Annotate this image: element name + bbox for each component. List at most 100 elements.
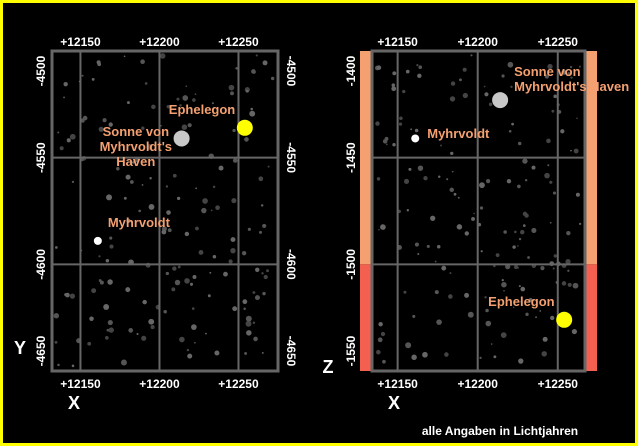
background-star	[567, 269, 570, 272]
background-star	[148, 204, 155, 210]
background-star	[181, 124, 188, 130]
background-star	[378, 321, 383, 327]
star	[556, 311, 573, 328]
background-star	[547, 88, 550, 92]
background-star	[392, 143, 396, 147]
background-star	[450, 81, 456, 86]
background-star	[174, 279, 181, 286]
background-star	[527, 256, 530, 259]
background-star	[120, 359, 127, 366]
y-tick-label: -4550	[284, 142, 298, 173]
background-star	[488, 102, 493, 107]
x-axis-label: X	[68, 393, 80, 413]
background-star	[205, 332, 207, 335]
background-star	[440, 144, 443, 147]
background-star	[484, 296, 487, 299]
background-star	[403, 290, 407, 294]
x-tick-label: +12200	[458, 35, 499, 49]
background-star	[438, 175, 441, 179]
band-dark	[586, 264, 597, 371]
background-star	[511, 122, 515, 126]
background-star	[255, 54, 258, 57]
star-label: Sonne von Myhrvoldt's Haven	[514, 64, 630, 95]
background-star	[244, 137, 249, 142]
background-star	[399, 116, 403, 121]
background-star	[215, 205, 220, 210]
background-star	[417, 165, 424, 171]
background-star	[553, 254, 557, 258]
background-star	[98, 279, 102, 282]
background-star	[241, 250, 247, 256]
background-star	[267, 165, 270, 168]
background-star	[252, 321, 256, 324]
x-tick-label: +12150	[377, 35, 418, 49]
background-star	[144, 82, 148, 85]
background-star	[194, 341, 196, 344]
background-star	[105, 259, 110, 263]
background-star	[417, 252, 420, 255]
background-star	[247, 227, 251, 231]
background-star	[176, 196, 181, 201]
star-label: Sonne von Myhrvoldt's Haven	[99, 124, 173, 170]
background-star	[485, 179, 491, 184]
background-star	[426, 244, 430, 248]
background-star	[202, 198, 208, 204]
background-star	[446, 178, 449, 181]
background-star	[517, 245, 519, 247]
background-star	[141, 126, 145, 130]
background-star	[493, 355, 497, 359]
background-star	[506, 179, 512, 184]
background-star	[201, 207, 207, 214]
background-star	[571, 328, 578, 335]
background-star	[520, 229, 525, 235]
background-star	[479, 182, 485, 189]
background-star	[566, 230, 571, 236]
background-star	[57, 363, 60, 367]
background-star	[569, 65, 573, 69]
background-star	[479, 356, 482, 360]
background-star	[232, 158, 238, 163]
background-star	[508, 129, 512, 133]
background-star	[570, 76, 573, 79]
background-star	[136, 332, 139, 336]
y-tick-label: -4650	[284, 336, 298, 367]
background-star	[470, 54, 473, 57]
y-tick-label: -1400	[344, 55, 358, 86]
background-star	[140, 59, 145, 65]
background-star	[448, 294, 453, 299]
background-star	[471, 217, 475, 221]
background-star	[520, 286, 526, 292]
y-tick-label: -4500	[34, 55, 48, 86]
background-star	[512, 306, 515, 309]
plot-frame	[370, 49, 587, 373]
background-star	[252, 291, 256, 294]
background-star	[150, 325, 155, 330]
background-star	[449, 187, 454, 193]
background-star	[66, 138, 71, 143]
background-star	[245, 315, 252, 322]
background-star	[572, 282, 579, 289]
background-star	[376, 177, 381, 181]
background-star	[531, 227, 537, 233]
background-star	[228, 259, 233, 264]
background-star	[416, 63, 419, 67]
background-star	[102, 118, 107, 123]
background-star	[232, 306, 238, 312]
background-star	[166, 210, 171, 215]
background-star	[378, 228, 380, 231]
background-star	[414, 128, 419, 133]
background-star	[189, 282, 194, 286]
background-star	[579, 222, 582, 225]
star-label: Myhrvoldt	[427, 126, 490, 142]
background-star	[406, 209, 410, 212]
background-star	[422, 351, 428, 358]
background-star	[485, 320, 492, 327]
background-star	[258, 176, 264, 182]
background-star	[441, 265, 447, 271]
background-star	[109, 244, 114, 249]
background-star	[198, 250, 204, 255]
background-star	[243, 307, 246, 311]
star-label: Myhrvoldt	[107, 214, 170, 230]
background-star	[449, 96, 456, 102]
